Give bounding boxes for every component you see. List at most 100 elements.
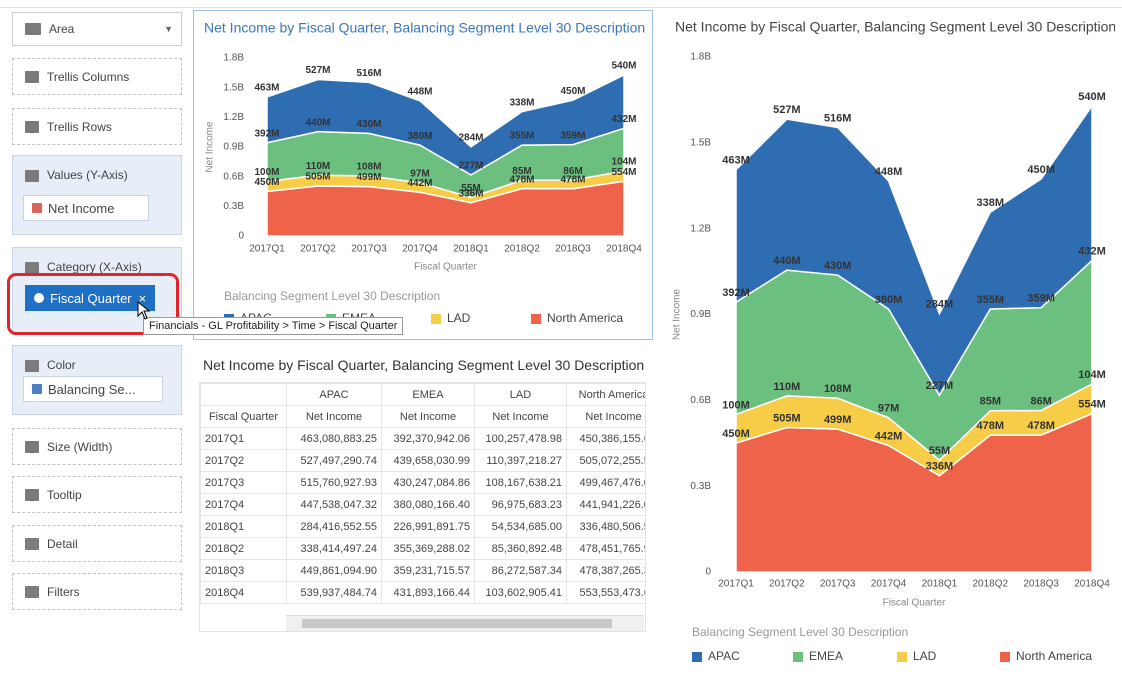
data-label: 478M: [977, 420, 1005, 432]
data-label: 359M: [560, 130, 585, 141]
shelf-icon: [25, 169, 39, 182]
column-header: EMEA: [381, 383, 475, 406]
shelf-icon: [25, 359, 39, 372]
y-tick-label: 0.9B: [690, 309, 711, 320]
data-label: 448M: [407, 87, 432, 98]
data-label: 450M: [254, 177, 279, 188]
value-cell: 86,272,587.34: [474, 559, 567, 582]
area-series: [735, 103, 1093, 397]
data-label: 108M: [824, 383, 852, 395]
y-tick-label: 0.3B: [223, 201, 244, 212]
data-label: 380M: [875, 294, 903, 306]
row-header: 2017Q4: [200, 493, 287, 516]
small-chart[interactable]: Net Income by Fiscal Quarter, Balancing …: [193, 10, 653, 340]
data-label: 463M: [254, 83, 279, 94]
x-tick-label: 2018Q4: [606, 244, 642, 255]
data-label: 540M: [611, 61, 636, 72]
area-icon: [25, 23, 41, 35]
scrollbar[interactable]: [286, 615, 644, 631]
data-label: 227M: [926, 380, 954, 392]
value-cell: 539,937,484.74: [286, 581, 382, 604]
large-chart[interactable]: Net Income by Fiscal Quarter, Balancing …: [665, 10, 1115, 670]
data-label: 516M: [824, 112, 852, 124]
chart-title: Net Income by Fiscal Quarter, Balancing …: [204, 20, 645, 36]
value-cell: 336,480,506.58: [566, 515, 645, 538]
y-tick-label: 1.8B: [690, 52, 711, 63]
value-cell: 284,416,552.55: [286, 515, 382, 538]
shelf[interactable]: Trellis Columns: [12, 58, 182, 95]
value-cell: 110,397,218.27: [474, 449, 567, 472]
shelf-icon: [25, 585, 39, 598]
shelf-icon: [25, 261, 39, 274]
data-row: 2018Q1 284,416,552.55 226,991,891.75 54,534…: [200, 515, 645, 538]
data-label: 432M: [1078, 245, 1106, 257]
data-label: 554M: [1078, 399, 1106, 411]
data-label: 110M: [306, 161, 330, 172]
row-header-title: Fiscal Quarter: [200, 405, 287, 428]
legend-label: North America: [547, 311, 623, 325]
shelf[interactable]: Filters: [12, 573, 182, 610]
x-axis-title: Fiscal Quarter: [414, 262, 477, 273]
shelf[interactable]: Trellis Rows: [12, 108, 182, 145]
shelf-title: Detail: [47, 536, 78, 551]
x-tick-label: 2017Q3: [351, 244, 387, 255]
shelf[interactable]: Category (X-Axis) Fiscal Quarter ×: [12, 247, 182, 335]
x-tick-label: 2017Q2: [300, 244, 336, 255]
scroll-thumb[interactable]: [302, 619, 612, 628]
shelf[interactable]: Size (Width): [12, 428, 182, 465]
data-label: 450M: [722, 428, 750, 440]
shelf[interactable]: Values (Y-Axis) Net Income: [12, 155, 182, 235]
legend-swatch: [1000, 652, 1010, 662]
legend-label: North America: [1016, 649, 1092, 663]
attribute-icon: [32, 384, 42, 394]
shelf-title: Trellis Columns: [47, 69, 130, 84]
data-label: 478M: [560, 174, 585, 185]
shelf-title: Category (X-Axis): [47, 260, 142, 274]
data-label: 86M: [1030, 395, 1051, 407]
data-label: 355M: [509, 131, 534, 142]
y-tick-label: 0.3B: [690, 481, 711, 492]
data-label: 108M: [356, 162, 381, 173]
shelf[interactable]: Color Balancing Se...: [12, 345, 182, 415]
corner-cell: [200, 383, 287, 406]
y-tick-label: 0: [238, 231, 244, 242]
shelf[interactable]: Tooltip: [12, 476, 182, 513]
x-tick-label: 2017Q4: [871, 579, 907, 590]
legend-label: APAC: [708, 649, 740, 663]
shelf-title: Tooltip: [47, 487, 82, 502]
value-cell: 447,538,047.32: [286, 493, 382, 516]
x-tick-label: 2018Q2: [972, 579, 1008, 590]
legend-title: Balancing Segment Level 30 Description: [692, 625, 908, 639]
value-cell: 478,451,765.96: [566, 537, 645, 560]
data-label: 86M: [563, 166, 582, 177]
shelf-item[interactable]: Fiscal Quarter ×: [25, 285, 155, 311]
legend-label: LAD: [913, 649, 937, 663]
shelf-item[interactable]: Balancing Se...: [23, 376, 163, 402]
chart-type-dropdown[interactable]: Area ▼: [12, 12, 182, 46]
shelf-title: Size (Width): [47, 439, 113, 454]
shelf-icon: [25, 488, 39, 501]
chart-type: Area: [49, 22, 75, 36]
data-label: 463M: [722, 155, 750, 167]
y-tick-label: 0.6B: [223, 171, 244, 182]
data-label: 104M: [611, 157, 636, 168]
highlight-outline: [7, 273, 179, 335]
value-cell: 54,534,685.00: [474, 515, 567, 538]
area-series: [266, 73, 625, 176]
column-header: North America: [566, 383, 645, 406]
data-label: 448M: [875, 166, 903, 178]
data-label: 104M: [1078, 369, 1106, 381]
shelf[interactable]: Detail: [12, 525, 182, 562]
x-tick-label: 2018Q1: [922, 579, 958, 590]
data-label: 100M: [254, 167, 279, 178]
measure-header: Net Income: [566, 405, 645, 428]
legend-swatch: [431, 314, 441, 324]
shelf-item[interactable]: Net Income: [23, 195, 149, 221]
y-tick-label: 1.2B: [223, 112, 244, 123]
column-header: LAD: [474, 383, 567, 406]
x-tick-label: 2017Q3: [820, 579, 856, 590]
data-label: 527M: [305, 65, 330, 76]
row-header: 2017Q3: [200, 471, 287, 494]
remove-button[interactable]: ×: [138, 290, 147, 306]
data-label: 450M: [560, 86, 585, 97]
